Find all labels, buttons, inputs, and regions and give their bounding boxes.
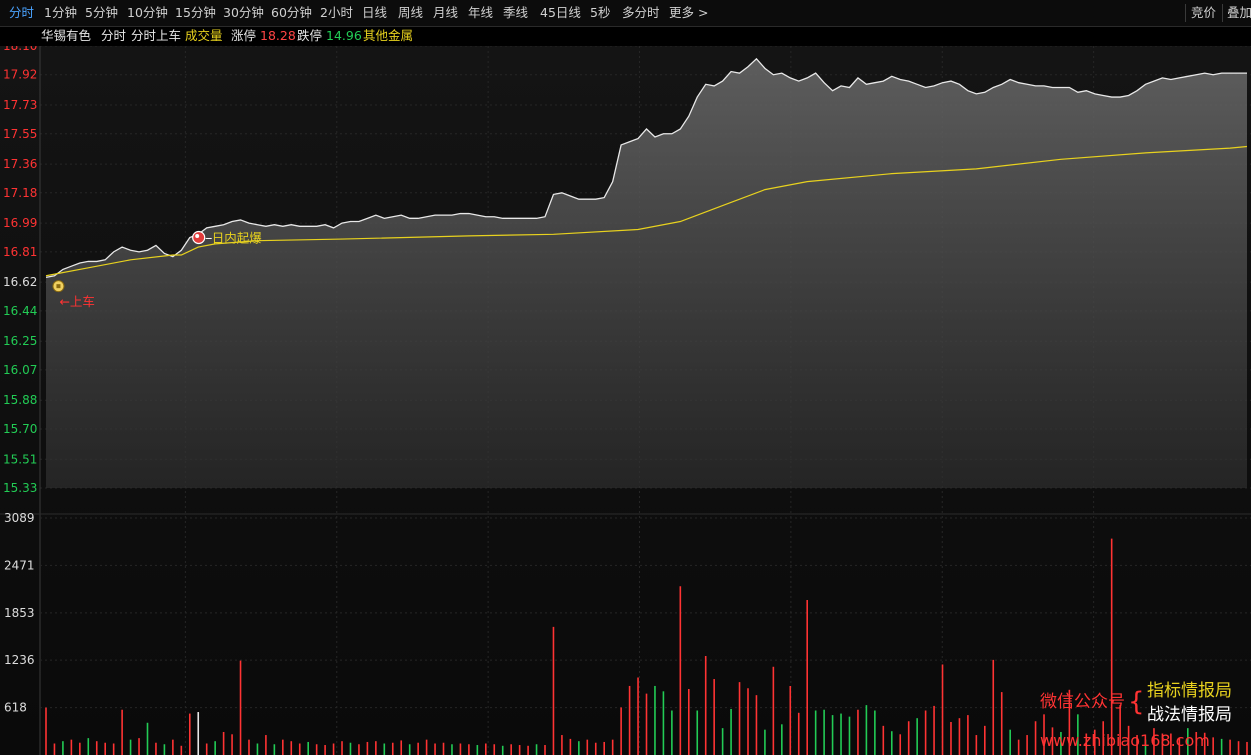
tab-period-4[interactable]: 15分钟: [175, 5, 216, 20]
price-tick-label: 15.88: [3, 393, 37, 407]
breakout-marker-icon: [192, 230, 206, 245]
price-tick-label: 15.51: [3, 452, 37, 466]
period-toolbar: 分时 1分钟 5分钟 10分钟 15分钟 30分钟 60分钟 2小时 日线 周线 月线 年线 季线 45日…: [0, 0, 1251, 27]
volume-label: 成交量: [185, 28, 223, 43]
volume-tick-label: 1853: [4, 606, 35, 620]
limit-up-label: 涨停: [231, 28, 257, 43]
info-bar: 华锡有色 分时 分时上车 成交量 涨停 18.28 跌停 14.96 其他金属: [0, 26, 1251, 46]
tab-period-6[interactable]: 60分钟: [271, 5, 312, 20]
tab-period-11[interactable]: 年线: [468, 5, 494, 20]
price-tick-label: 17.92: [3, 68, 37, 82]
tab-period-8[interactable]: 日线: [362, 5, 388, 20]
limit-up-value: 18.28: [260, 28, 296, 43]
price-area-fill: [46, 58, 1247, 488]
tab-period-14[interactable]: 5秒: [590, 5, 611, 20]
tab-period-13[interactable]: 45日线: [540, 5, 581, 20]
price-tick-label: 16.99: [3, 216, 37, 230]
tab-period-1[interactable]: 1分钟: [44, 5, 77, 20]
limit-down-value: 14.96: [326, 28, 362, 43]
price-tick-label: 17.73: [3, 98, 37, 112]
price-lines: [45, 57, 1248, 279]
watermark: 微信公众号 { 指标情报局 战法情报局 www.zhibiao168.com: [1040, 681, 1232, 750]
auction-button[interactable]: 竞价: [1191, 5, 1217, 20]
buy-marker-icon: [56, 284, 61, 289]
volume-tick-label: 3089: [4, 511, 35, 525]
tab-timeshare[interactable]: 分时: [9, 5, 35, 20]
tab-period-10[interactable]: 月线: [433, 5, 459, 20]
price-line: [45, 57, 1247, 279]
watermark-name-2: 战法情报局: [1147, 705, 1232, 725]
tab-period-3[interactable]: 10分钟: [127, 5, 168, 20]
watermark-url: www.zhibiao168.com: [1040, 731, 1210, 750]
average-price-line: [45, 145, 1248, 277]
tab-period-12[interactable]: 季线: [503, 5, 529, 20]
signal-markers: ←上车 日内起爆: [52, 230, 263, 309]
tab-period-7[interactable]: 2小时: [320, 5, 353, 20]
sector-label[interactable]: 其他金属: [363, 28, 414, 43]
volume-tick-label: 1236: [4, 653, 35, 667]
volume-tick-label: 2471: [4, 558, 35, 572]
tab-period-16[interactable]: 更多 >: [669, 5, 709, 20]
indicator-name[interactable]: 分时上车: [131, 28, 182, 43]
price-tick-label: 15.33: [3, 481, 37, 495]
tab-period-2[interactable]: 5分钟: [85, 5, 118, 20]
tab-period-9[interactable]: 周线: [398, 5, 424, 20]
price-tick-label: 16.25: [3, 334, 37, 348]
buy-signal-label: ←上车: [59, 294, 94, 309]
watermark-name-1: 指标情报局: [1147, 681, 1232, 701]
breakout-marker-icon: [195, 233, 200, 238]
toolbar-divider: [1185, 4, 1186, 22]
tab-period-15[interactable]: 多分时: [622, 5, 660, 20]
tab-period-5[interactable]: 30分钟: [223, 5, 264, 20]
limit-down-label: 跌停: [297, 28, 323, 43]
price-tick-label: 17.18: [3, 186, 37, 200]
price-tick-label: 18.10: [3, 46, 37, 53]
stock-name[interactable]: 华锡有色: [41, 28, 92, 43]
price-tick-label: 16.62: [3, 275, 37, 289]
price-tick-label: 17.55: [3, 127, 37, 141]
axis-labels: 18.10 17.92 17.73 17.55 17.36 17.18 16.99 16.81…: [3, 46, 37, 715]
watermark-brace: {: [1128, 687, 1145, 717]
price-tick-label: 15.70: [3, 422, 37, 436]
volume-bars: [45, 538, 1248, 755]
price-area: [46, 58, 1247, 488]
breakout-signal-label: 日内起爆: [212, 230, 263, 245]
price-tick-label: 16.07: [3, 363, 37, 377]
mode-label: 分时: [101, 28, 127, 43]
price-tick-label: 16.44: [3, 304, 37, 318]
intraday-chart[interactable]: 18.10 17.92 17.73 17.55 17.36 17.18 16.99 16.81…: [0, 46, 1251, 755]
volume-tick-label: 618: [4, 701, 27, 715]
price-tick-label: 16.81: [3, 245, 37, 259]
overlay-button[interactable]: 叠加: [1227, 5, 1251, 20]
price-tick-label: 17.36: [3, 157, 37, 171]
watermark-account: 微信公众号: [1040, 692, 1125, 712]
toolbar-divider: [1222, 4, 1223, 22]
